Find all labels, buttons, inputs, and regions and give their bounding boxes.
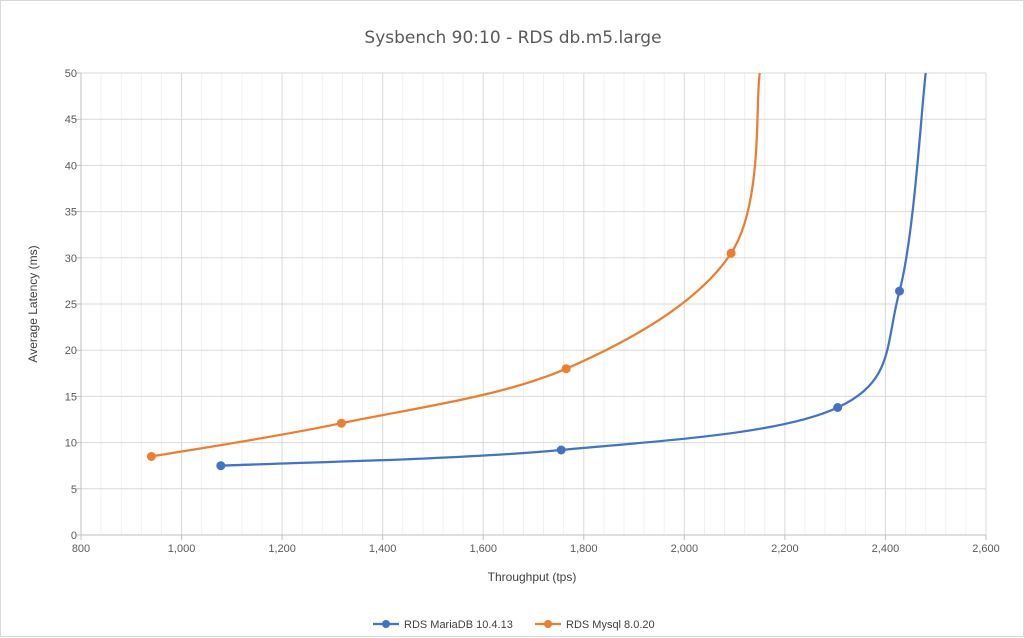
y-tick-label: 15	[65, 391, 77, 403]
series-line	[220, 72, 927, 467]
legend-marker	[544, 620, 552, 628]
data-point	[336, 418, 346, 428]
series-1	[216, 72, 927, 471]
legend-label: RDS MariaDB 10.4.13	[404, 619, 513, 631]
legend: RDS MariaDB 10.4.13 RDS Mysql 8.0.20	[373, 619, 655, 631]
x-tick-label: 1,400	[369, 543, 397, 555]
legend-label: RDS Mysql 8.0.20	[566, 619, 655, 631]
y-tick-label: 30	[65, 253, 77, 265]
y-tick-label: 45	[65, 114, 77, 126]
x-tick-label: 2,000	[671, 543, 699, 555]
data-point	[556, 445, 566, 455]
data-point	[216, 461, 226, 471]
y-tick-label: 20	[65, 345, 77, 357]
y-tick-label: 25	[65, 299, 77, 311]
x-tick-labels: 800 1,000 1,200 1,400 1,600 1,800 2,000 2,200 2,…	[72, 543, 1000, 555]
x-tick-label: 2,200	[771, 543, 799, 555]
y-tick-label: 0	[71, 530, 77, 542]
x-tick-label: 2,600	[972, 543, 1000, 555]
y-tick-label: 35	[65, 207, 77, 219]
legend-marker	[382, 620, 390, 628]
y-tick-label: 5	[71, 484, 77, 496]
data-point	[561, 364, 571, 374]
y-axis-title: Average Latency (ms)	[26, 245, 40, 362]
series-line	[151, 72, 761, 458]
y-tick-label: 40	[65, 160, 77, 172]
data-point	[726, 248, 736, 258]
x-tick-label: 1,200	[268, 543, 296, 555]
y-tick-label: 10	[65, 438, 77, 450]
x-tick-label: 1,600	[469, 543, 497, 555]
axes	[76, 72, 987, 540]
series-2	[146, 72, 761, 461]
series-layer	[146, 72, 927, 471]
x-tick-label: 1,800	[570, 543, 598, 555]
x-tick-label: 2,400	[872, 543, 900, 555]
y-tick-label: 50	[65, 68, 77, 80]
major-gridlines	[81, 72, 987, 535]
legend-item-1: RDS MariaDB 10.4.13	[373, 619, 513, 631]
x-tick-label: 1,000	[168, 543, 196, 555]
x-tick-label: 800	[72, 543, 90, 555]
chart-title: Sysbench 90:10 - RDS db.m5.large	[364, 28, 661, 48]
x-axis-title: Throughput (tps)	[488, 570, 577, 584]
data-point	[146, 452, 156, 461]
y-tick-labels: 0 5 10 15 20 25 30 35 40 45 50	[65, 68, 77, 542]
legend-item-2: RDS Mysql 8.0.20	[535, 619, 655, 631]
data-point	[895, 286, 904, 296]
data-point	[833, 403, 843, 412]
